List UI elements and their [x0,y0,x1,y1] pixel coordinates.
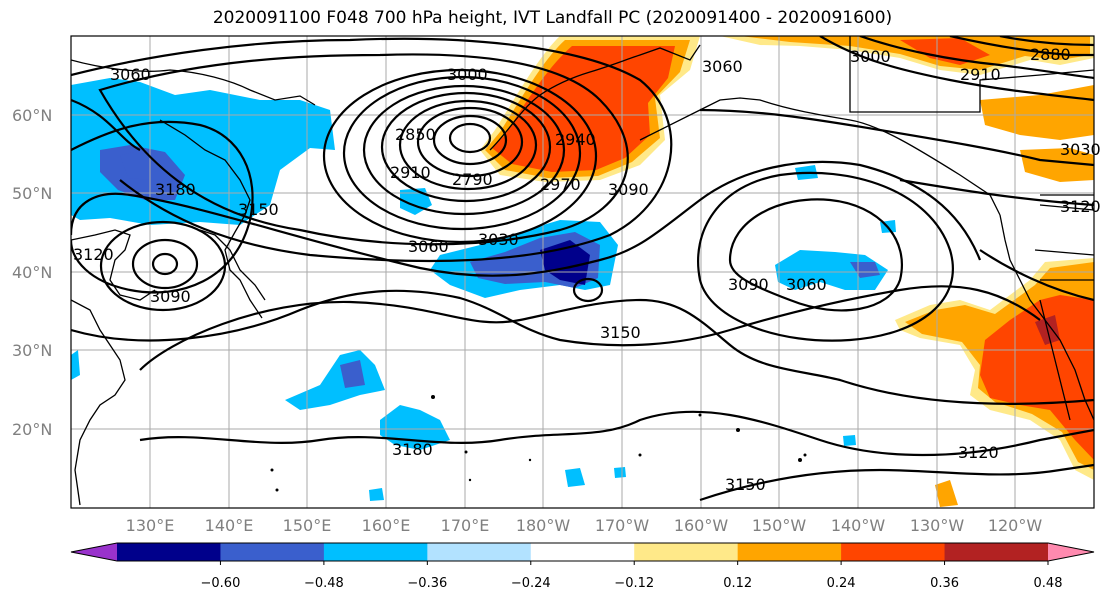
contour-label: 3150 [725,475,766,494]
lon-label: 120°W [988,516,1043,535]
map-title: 2020091100 F048 700 hPa height, IVT Land… [212,8,893,28]
colorbar-ticks: −0.60 −0.48 −0.36 −0.24 −0.12 0.12 0.24 0.36 0.4… [201,561,1063,591]
colorbar: −0.60 −0.48 −0.36 −0.24 −0.12 0.12 0.24 0.36 0.4… [70,542,1095,591]
colorbar-segment [220,543,325,561]
contour-label: 3060 [702,57,743,76]
contour-label: 2940 [555,130,596,149]
colorbar-tick-label: −0.60 [201,576,241,591]
longitude-labels: 130°E 140°E 150°E 160°E 170°E 180°W 170°… [126,516,1043,535]
lon-label: 160°E [362,516,411,535]
colorbar-segment [117,543,221,561]
lon-label: 130°W [910,516,965,535]
contour-label: 3120 [1060,197,1101,216]
colorbar-segment [634,543,739,561]
contour-label: 3090 [150,287,191,306]
contour-label: 3060 [786,275,827,294]
colorbar-outline [70,542,1095,562]
lon-label: 170°W [595,516,650,535]
contour-label: 3180 [392,440,433,459]
colorbar-segment [737,543,842,561]
colorbar-segment [427,543,532,561]
colorbar-tick-label: −0.48 [304,576,344,591]
colorbar-segment [944,543,1049,561]
colorbar-segment [841,543,946,561]
lat-label: 20°N [12,420,52,439]
contour-label: 2910 [390,163,431,182]
positive-anomaly-california [895,258,1094,507]
contour-label: 3000 [850,47,891,66]
contour-label: 2880 [1030,45,1071,64]
contour-label: 3060 [408,237,449,256]
contour-label: 3150 [600,323,641,342]
contour-label: 3150 [238,200,279,219]
colorbar-tick-label: −0.24 [511,576,551,591]
lon-label: 130°E [126,516,175,535]
colorbar-tick-label: 0.48 [1034,576,1063,591]
contour-label: 3000 [447,65,488,84]
contour-label: 2970 [540,175,581,194]
negative-anomaly-central-pacific [400,188,618,298]
contour-label: 3180 [155,180,196,199]
colorbar-tick-label: −0.36 [407,576,447,591]
contour-label: 2790 [452,170,493,189]
colorbar-tick-label: 0.12 [723,576,752,591]
latitude-labels: 60°N 50°N 40°N 30°N 20°N [12,106,52,439]
lat-label: 50°N [12,184,52,203]
contour-label: 3090 [728,275,769,294]
lon-label: 170°E [441,516,490,535]
colorbar-segment [323,543,428,561]
lon-label: 150°E [283,516,332,535]
colorbar-tick-label: −0.12 [614,576,654,591]
colorbar-extension-high [1048,543,1094,561]
colorbar-segments [71,543,1094,561]
contour-label-group: 3060 3000 3060 3000 2910 2880 3180 3150 … [73,45,1101,494]
contour-label: 2850 [395,125,436,144]
lon-label: 140°W [831,516,886,535]
lat-label: 40°N [12,263,52,282]
colorbar-tick-label: 0.24 [827,576,856,591]
lon-label: 160°W [674,516,729,535]
colorbar-segment [530,543,635,561]
lon-label: 180°W [516,516,571,535]
height-contours [71,36,1094,502]
colorbar-tick-label: 0.36 [930,576,959,591]
contour-label: 3030 [1060,140,1101,159]
contour-label: 3120 [73,245,114,264]
lat-label: 30°N [12,341,52,360]
islands [270,395,807,492]
contour-label: 3030 [478,230,519,249]
lon-label: 150°W [752,516,807,535]
coastlines [71,36,1094,506]
map-border [70,35,1095,509]
contour-label: 2910 [960,65,1001,84]
contour-label: 3060 [110,65,151,84]
contour-label: 3090 [608,180,649,199]
lat-label: 60°N [12,106,52,125]
lon-label: 140°E [205,516,254,535]
colorbar-extension-low [71,543,117,561]
contour-label: 3120 [958,443,999,462]
